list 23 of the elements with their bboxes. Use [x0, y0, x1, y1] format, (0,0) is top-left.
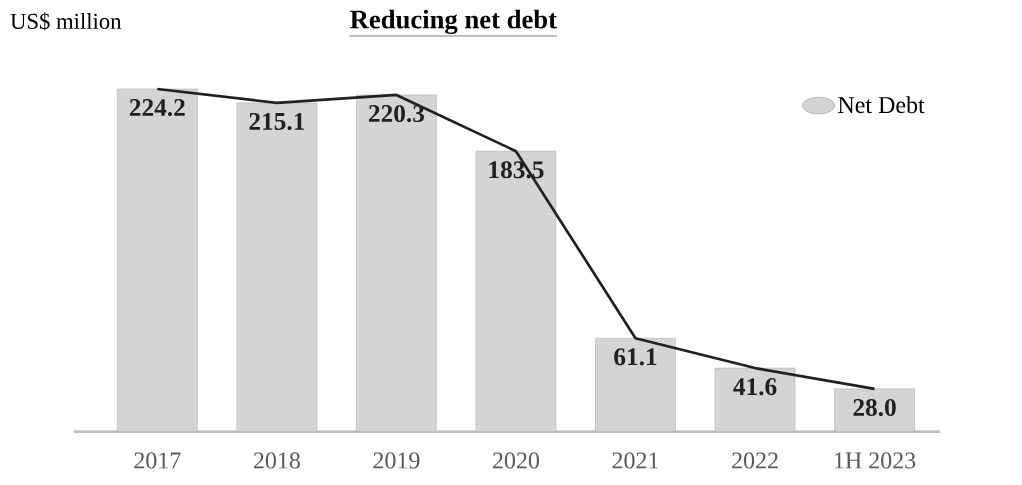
- y-axis-title: US$ million: [10, 12, 122, 31]
- x-tick-label: 1H 2023: [835, 452, 916, 469]
- data-label: 215.1: [249, 112, 305, 131]
- bar: [117, 88, 198, 432]
- x-tick-label: 2022: [732, 452, 778, 469]
- x-tick-label: 2018: [253, 452, 300, 469]
- data-label: 224.2: [129, 99, 185, 117]
- bar: [834, 388, 915, 432]
- x-tick-label: 2020: [493, 452, 540, 469]
- bar: [475, 150, 557, 432]
- bar: [714, 367, 796, 432]
- data-label: 41.6: [733, 378, 777, 396]
- x-tick-label: 2017: [134, 452, 181, 469]
- data-label: 28.0: [853, 398, 896, 417]
- legend-label: Net Debt: [838, 96, 925, 114]
- x-tick-label: 2019: [373, 452, 420, 469]
- chart-title: Reducing net debt: [350, 9, 557, 35]
- data-label: 61.1: [614, 348, 657, 366]
- bar: [356, 94, 437, 432]
- data-label: 220.3: [368, 105, 425, 123]
- bar: [236, 102, 318, 432]
- x-tick-label: 2021: [612, 452, 659, 469]
- bar: [595, 337, 676, 432]
